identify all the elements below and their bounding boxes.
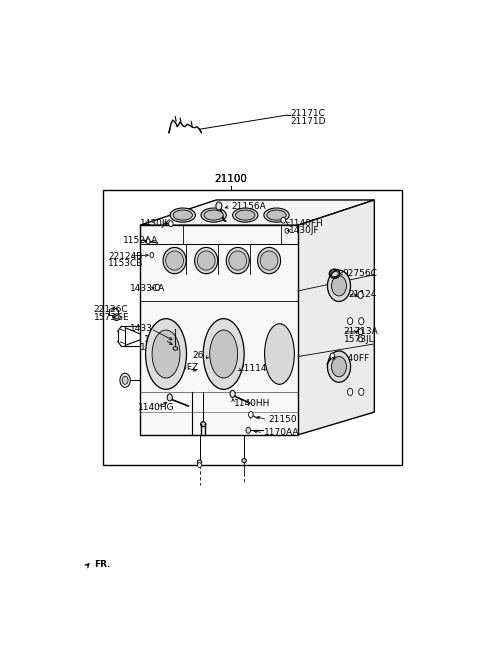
Text: 21713A: 21713A — [344, 327, 378, 337]
Text: 21171D: 21171D — [290, 117, 326, 126]
Text: 1573GE: 1573GE — [94, 313, 129, 321]
Circle shape — [285, 228, 289, 234]
Ellipse shape — [201, 422, 206, 427]
Ellipse shape — [114, 315, 119, 319]
Circle shape — [198, 462, 202, 468]
Text: 21114: 21114 — [239, 364, 267, 373]
Text: 1433CA: 1433CA — [130, 284, 165, 293]
Polygon shape — [140, 200, 374, 225]
Text: 1430JK: 1430JK — [140, 218, 171, 228]
Ellipse shape — [201, 208, 226, 222]
Bar — [103, 190, 402, 465]
Ellipse shape — [163, 247, 186, 274]
Text: 1573JL: 1573JL — [344, 335, 374, 344]
Circle shape — [358, 291, 363, 298]
Circle shape — [155, 284, 160, 291]
Text: 26350: 26350 — [192, 350, 221, 359]
Text: FR.: FR. — [95, 560, 111, 569]
Ellipse shape — [327, 351, 350, 382]
Text: 1140HG: 1140HG — [138, 403, 175, 411]
Ellipse shape — [264, 208, 289, 222]
Ellipse shape — [236, 210, 255, 220]
Circle shape — [216, 202, 222, 210]
Ellipse shape — [197, 251, 215, 270]
Circle shape — [150, 253, 154, 258]
Polygon shape — [140, 225, 298, 435]
Ellipse shape — [210, 330, 238, 378]
Text: 1140FH: 1140FH — [144, 335, 179, 344]
Text: 1170AA: 1170AA — [264, 428, 300, 438]
Text: 22126C: 22126C — [94, 305, 128, 314]
Circle shape — [249, 411, 253, 418]
Circle shape — [122, 377, 128, 384]
Text: 1140FH: 1140FH — [289, 218, 324, 228]
Ellipse shape — [264, 323, 294, 384]
Circle shape — [168, 220, 173, 227]
Ellipse shape — [242, 459, 246, 462]
Ellipse shape — [258, 247, 281, 274]
Text: 21124: 21124 — [348, 291, 377, 299]
Ellipse shape — [173, 210, 192, 220]
Circle shape — [246, 427, 251, 434]
Ellipse shape — [267, 210, 286, 220]
Circle shape — [359, 388, 364, 396]
Circle shape — [230, 390, 235, 398]
Ellipse shape — [260, 251, 278, 270]
Circle shape — [120, 373, 130, 387]
Circle shape — [167, 394, 172, 401]
Text: 1152AA: 1152AA — [122, 236, 158, 245]
Ellipse shape — [166, 251, 183, 270]
Ellipse shape — [170, 208, 195, 222]
Text: 1430JF: 1430JF — [289, 226, 319, 236]
Text: 22124B: 22124B — [108, 251, 143, 260]
Ellipse shape — [226, 247, 249, 274]
Ellipse shape — [145, 319, 186, 390]
Ellipse shape — [195, 247, 218, 274]
Text: 1153CB: 1153CB — [108, 259, 144, 268]
Text: 21156A: 21156A — [231, 201, 266, 211]
Text: 1140FF: 1140FF — [337, 354, 370, 363]
Ellipse shape — [229, 251, 247, 270]
Ellipse shape — [203, 319, 244, 390]
Text: 1140FZ: 1140FZ — [165, 363, 199, 372]
Ellipse shape — [173, 346, 178, 350]
Ellipse shape — [204, 210, 223, 220]
Text: 1140HH: 1140HH — [234, 398, 270, 407]
Circle shape — [330, 353, 335, 359]
Text: 1433CA: 1433CA — [130, 324, 165, 333]
Circle shape — [348, 318, 353, 325]
Text: 21100: 21100 — [215, 174, 248, 184]
Ellipse shape — [152, 330, 180, 378]
Circle shape — [348, 388, 353, 396]
Circle shape — [281, 217, 286, 223]
Polygon shape — [298, 200, 374, 435]
Ellipse shape — [113, 314, 120, 320]
Ellipse shape — [327, 270, 350, 302]
Ellipse shape — [197, 460, 202, 464]
Text: 21150: 21150 — [268, 415, 297, 424]
Text: 21100: 21100 — [215, 174, 248, 184]
Ellipse shape — [332, 276, 347, 296]
Circle shape — [359, 329, 363, 335]
Ellipse shape — [233, 208, 258, 222]
Circle shape — [359, 318, 364, 325]
Circle shape — [146, 239, 150, 244]
Text: 92756C: 92756C — [343, 269, 378, 278]
Text: 21171C: 21171C — [290, 109, 325, 117]
Circle shape — [359, 337, 362, 342]
Ellipse shape — [332, 357, 347, 377]
Text: 1153AC: 1153AC — [140, 343, 175, 352]
